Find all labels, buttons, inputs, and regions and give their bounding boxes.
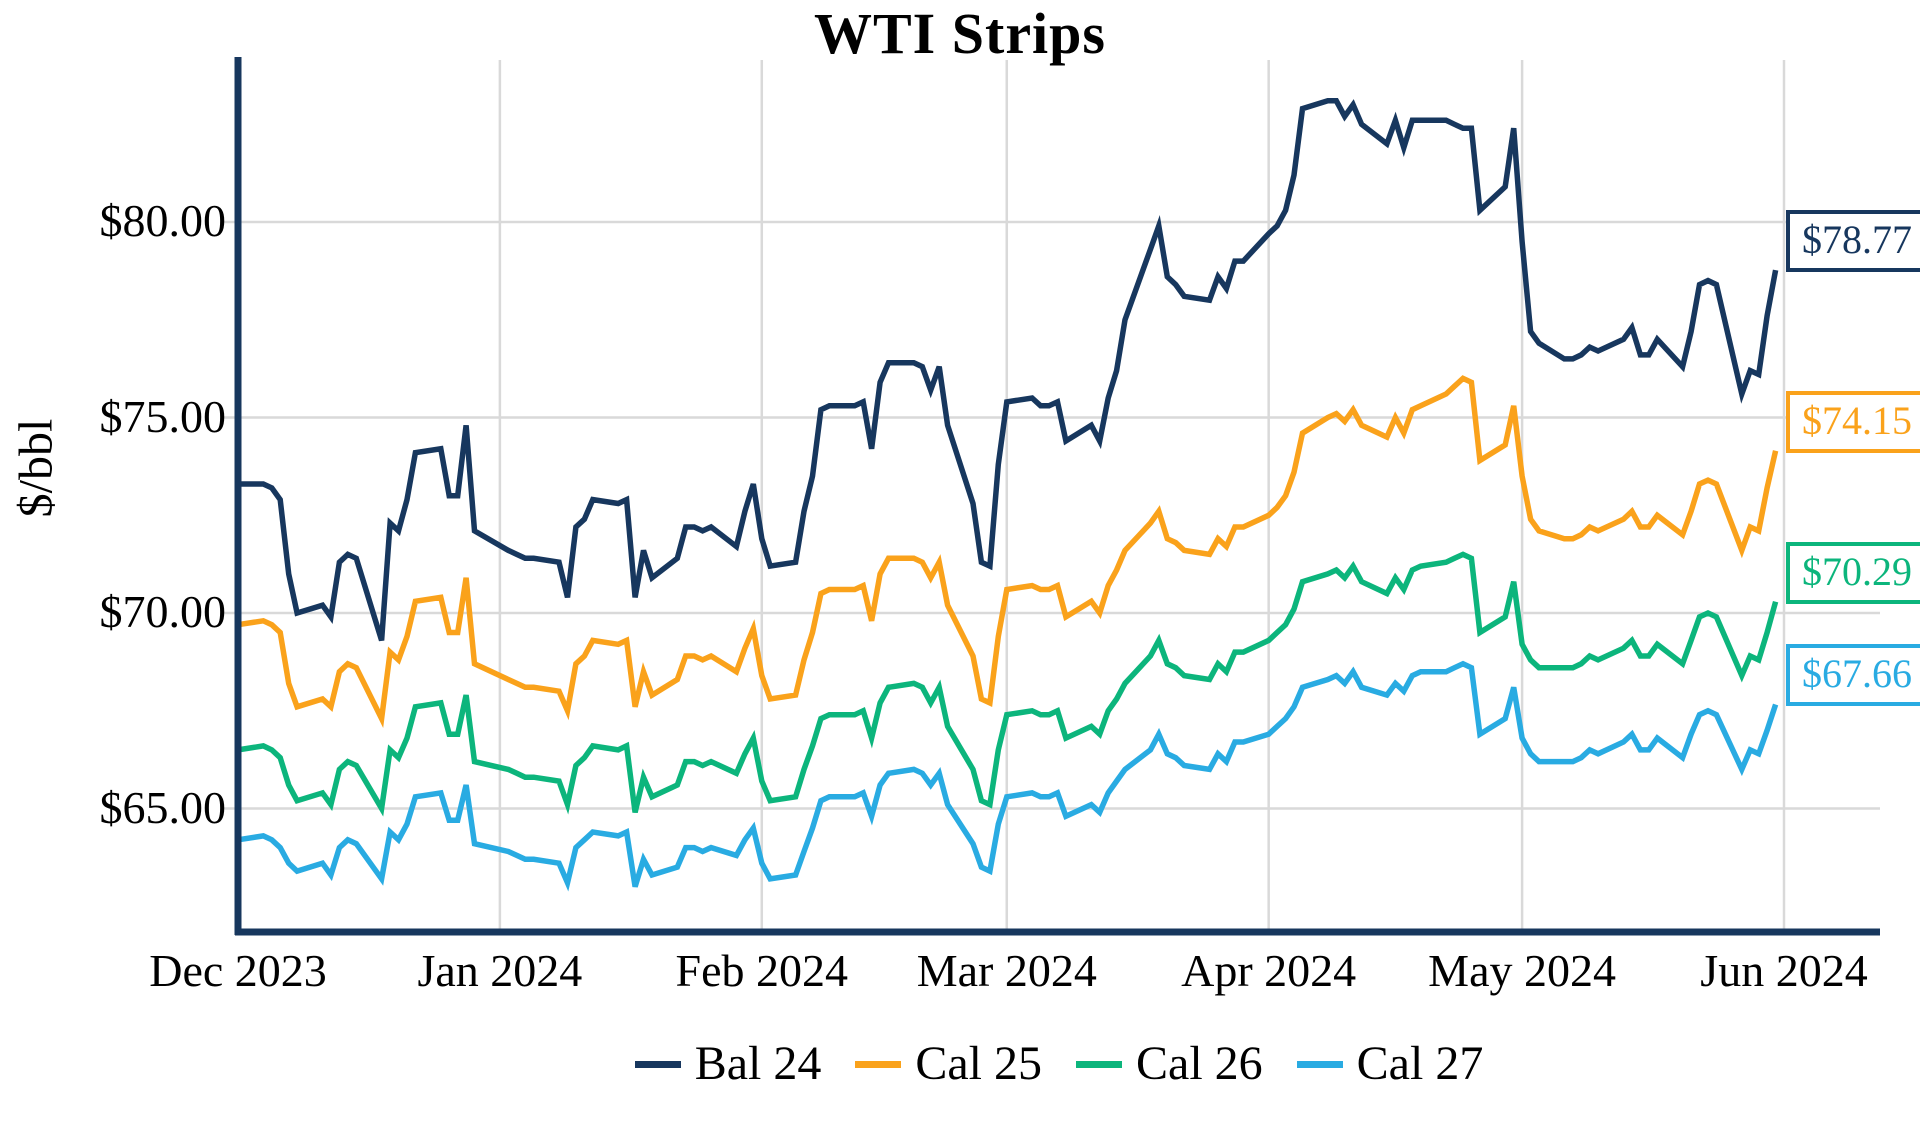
legend-label-cal-25: Cal 25 [915,1037,1042,1090]
x-tick-jun-2024: Jun 2024 [1700,945,1868,996]
chart-title: WTI Strips [813,1,1106,66]
legend-item-cal-27: Cal 27 [1296,1036,1484,1092]
legend-swatch-bal-24 [634,1060,681,1068]
y-tick-80: $80.00 [99,195,227,246]
y-tick-70: $70.00 [99,586,227,637]
legend: Bal 24 Cal 25 Cal 26 Cal 27 [238,1036,1880,1092]
legend-label-cal-26: Cal 26 [1136,1037,1263,1090]
legend-swatch-cal-25 [855,1060,902,1068]
legend-item-bal-24: Bal 24 [634,1036,822,1092]
end-value-label-cal-27: $67.66 [1786,644,1920,707]
x-tick-may-2024: May 2024 [1428,945,1616,996]
series-line-cal-26 [237,551,1779,817]
series-line-cal-27 [237,660,1779,892]
legend-swatch-cal-26 [1076,1060,1122,1068]
legend-item-cal-25: Cal 25 [855,1036,1042,1092]
series-line-cal-25 [237,375,1779,728]
end-value-label-cal-25: $74.15 [1786,390,1920,453]
legend-item-cal-26: Cal 26 [1076,1036,1263,1092]
x-tick-dec-2023: Dec 2023 [149,945,327,996]
legend-swatch-cal-27 [1296,1060,1343,1068]
series-line-bal-24 [238,98,1779,642]
end-value-label-cal-26: $70.29 [1786,541,1920,604]
y-tick-75: $75.00 [99,390,227,442]
legend-label-cal-27: Cal 27 [1356,1037,1484,1090]
x-tick-feb-2024: Feb 2024 [675,945,849,996]
x-tick-mar-2024: Mar 2024 [916,945,1097,996]
x-tick-jan-2024: Jan 2024 [417,945,583,996]
legend-label-bal-24: Bal 24 [694,1037,822,1090]
end-value-label-bal-24: $78.77 [1786,210,1920,273]
x-tick-apr-2024: Apr 2024 [1181,945,1357,996]
y-tick-65: $65.00 [99,781,227,833]
